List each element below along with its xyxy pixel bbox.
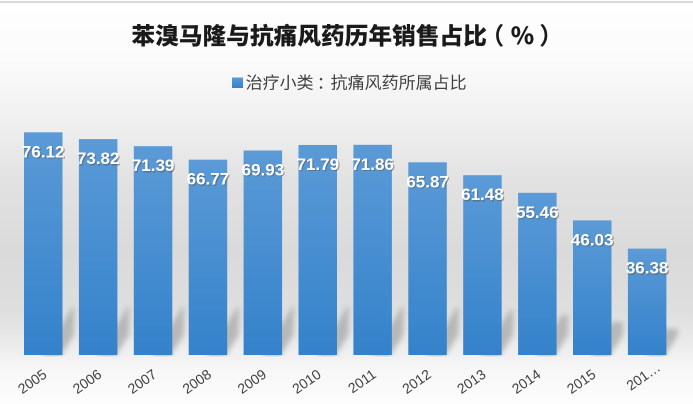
svg-text:2011: 2011 bbox=[345, 366, 379, 396]
svg-text:71.39: 71.39 bbox=[133, 157, 176, 176]
svg-text:2010: 2010 bbox=[289, 366, 324, 397]
svg-text:46.03: 46.03 bbox=[571, 230, 614, 249]
svg-text:36.38: 36.38 bbox=[627, 260, 670, 279]
svg-text:66.77: 66.77 bbox=[188, 171, 231, 190]
svg-text:69.93: 69.93 bbox=[242, 161, 285, 180]
svg-text:46.03: 46.03 bbox=[572, 232, 615, 251]
svg-text:2012: 2012 bbox=[399, 366, 434, 397]
svg-text:2015: 2015 bbox=[564, 366, 599, 397]
svg-text:2013: 2013 bbox=[454, 366, 489, 397]
svg-text:2009: 2009 bbox=[234, 366, 269, 397]
svg-text:2007: 2007 bbox=[125, 366, 160, 397]
svg-text:71.86: 71.86 bbox=[353, 156, 396, 175]
svg-text:71.79: 71.79 bbox=[297, 155, 340, 174]
svg-text:2005: 2005 bbox=[15, 366, 50, 397]
svg-text:66.77: 66.77 bbox=[187, 170, 230, 189]
svg-text:71.86: 71.86 bbox=[351, 155, 394, 174]
svg-text:55.46: 55.46 bbox=[517, 204, 560, 223]
svg-text:201…: 201… bbox=[623, 359, 663, 394]
svg-text:73.82: 73.82 bbox=[78, 150, 121, 169]
svg-text:71.79: 71.79 bbox=[298, 156, 341, 175]
svg-text:76.12: 76.12 bbox=[23, 144, 66, 163]
svg-text:65.87: 65.87 bbox=[407, 174, 450, 193]
svg-text:2006: 2006 bbox=[70, 366, 105, 397]
svg-text:2008: 2008 bbox=[179, 366, 214, 397]
svg-text:55.46: 55.46 bbox=[516, 203, 559, 222]
svg-text:36.38: 36.38 bbox=[626, 259, 669, 278]
svg-text:73.82: 73.82 bbox=[77, 149, 120, 168]
svg-text:69.93: 69.93 bbox=[243, 162, 286, 181]
svg-text:61.48: 61.48 bbox=[462, 186, 505, 205]
svg-text:61.48: 61.48 bbox=[461, 185, 504, 204]
svg-text:71.39: 71.39 bbox=[132, 156, 175, 175]
svg-text:76.12: 76.12 bbox=[22, 142, 65, 161]
svg-text:65.87: 65.87 bbox=[406, 172, 449, 191]
svg-text:2014: 2014 bbox=[509, 366, 544, 397]
